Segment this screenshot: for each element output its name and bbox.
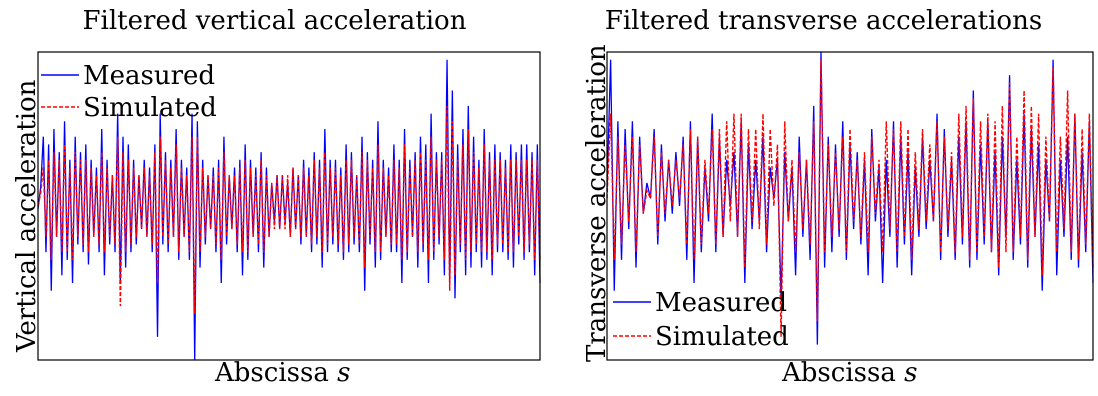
chart-title: Filtered transverse accelerations — [604, 6, 1043, 36]
y-axis-label: Vertical acceleration — [12, 79, 42, 352]
x-axis-label-text: Abscissa — [215, 358, 329, 388]
y-axis-label: Transverse acceleration — [582, 44, 612, 362]
plot-frame — [37, 51, 541, 361]
x-axis-label: Abscissa s — [215, 358, 350, 388]
left-chart-panel: Filtered vertical acceleration Measured S… — [12, 6, 541, 388]
series-line-simulated — [37, 105, 541, 314]
chart-title: Filtered vertical acceleration — [82, 6, 467, 36]
series-line-simulated — [606, 59, 1094, 337]
legend-label-simulated: Simulated — [655, 322, 789, 352]
right-chart-panel: Filtered transverse accelerations Measur… — [549, 0, 1098, 396]
plot-frame — [606, 51, 1094, 361]
x-axis-label-text: Abscissa — [782, 358, 896, 388]
transverse-acceleration-plot: Measured Simulated — [606, 51, 1094, 361]
x-axis-label: Abscissa s — [782, 358, 917, 388]
legend-label-simulated: Simulated — [83, 93, 217, 123]
x-axis-label-variable: s — [337, 358, 351, 388]
x-axis-label-variable: s — [904, 358, 918, 388]
legend-label-measured: Measured — [655, 288, 787, 318]
legend-label-measured: Measured — [83, 61, 215, 91]
